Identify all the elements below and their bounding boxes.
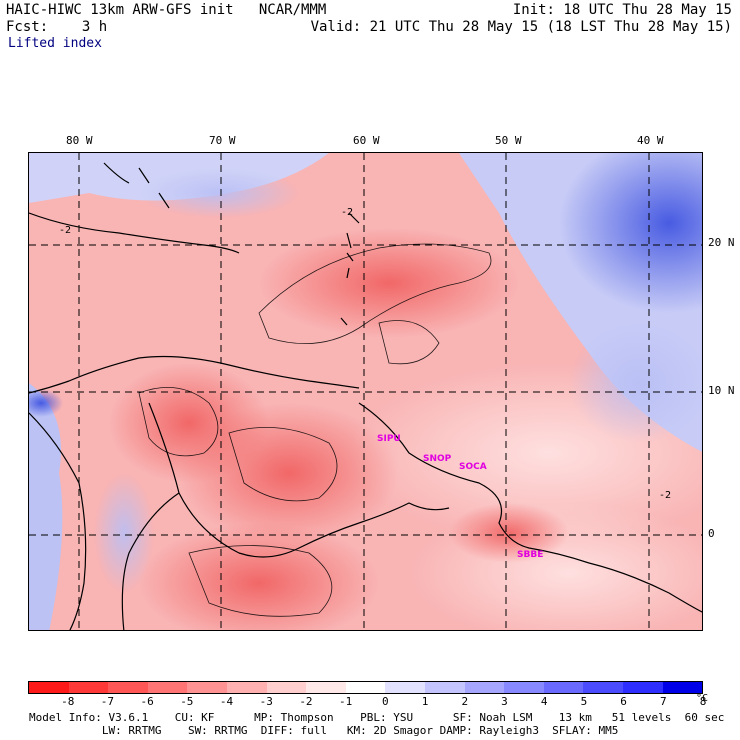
forecast-hour: Fcst: 3 h (6, 19, 108, 35)
colorbar-swatch (306, 682, 346, 693)
colorbar-tick-label: -4 (219, 695, 234, 708)
lat-label-10n: 10 N (708, 384, 735, 397)
field-stable-core (559, 153, 702, 313)
colorbar-tick-label: 2 (461, 695, 469, 708)
colorbar-tick-label: -6 (140, 695, 154, 708)
colorbar-swatch (464, 682, 505, 693)
colorbar-tick-label: 7 (659, 695, 667, 708)
colorbar-tick-label: -2 (299, 695, 313, 708)
map-canvas: -2 -2 -2 SIPU SNOP SOCA SBBE (29, 153, 702, 630)
colorbar-swatch (187, 682, 227, 693)
colorbar-tick-label: 5 (580, 695, 588, 708)
coast-greater-antilles (29, 212, 240, 254)
colorbar-tick-label: 8 (699, 695, 707, 708)
field-stable-nw-core (139, 168, 299, 218)
field-stable-lobe (569, 323, 702, 443)
contour-venezuela (228, 426, 338, 502)
colorbar-tick-label: -7 (100, 695, 115, 708)
colorbar-swatch (424, 682, 465, 693)
coast-north-south-america (29, 355, 360, 394)
colorbar-swatch (583, 682, 623, 693)
colorbar-tick-label: -3 (259, 695, 273, 708)
colorbar-tick-label: -5 (180, 695, 194, 708)
border-peru (121, 492, 180, 630)
coast-bahamas (103, 162, 170, 209)
lat-label-20n: 20 N (708, 236, 735, 249)
lifted-index-map: -2 -2 -2 SIPU SNOP SOCA SBBE (28, 152, 703, 631)
coast-pacific (29, 412, 87, 630)
model-info-line1: Model Info: V3.6.1 CU: KF MP: Thompson P… (29, 711, 725, 724)
lat-label-0: 0 (708, 527, 715, 540)
colorbar-tick-label: -1 (339, 695, 353, 708)
init-time: Init: 18 UTC Thu 28 May 15 (512, 2, 732, 18)
colorbar-swatch (29, 682, 69, 693)
lon-label-50w: 50 W (495, 134, 522, 147)
valid-time: Valid: 21 UTC Thu 28 May 15 (18 LST Thu … (310, 19, 732, 35)
colorbar-tick-label: 4 (540, 695, 548, 708)
model-info-line2: LW: RRTMG SW: RRTMG DIFF: full KM: 2D Sm… (29, 724, 619, 737)
colorbar-swatch (108, 682, 148, 693)
station-sipu: SIPU (377, 434, 401, 444)
field-andes-stable (94, 473, 154, 593)
colorbar-tick-label: 3 (501, 695, 508, 708)
colorbar-swatch (266, 682, 307, 693)
station-soca: SOCA (459, 462, 487, 472)
lon-label-40w: 40 W (637, 134, 664, 147)
colorbar-unit: °C (696, 693, 709, 704)
colorbar-tick-label: -8 (61, 695, 75, 708)
border-colombia-venezuela (148, 402, 360, 558)
contour-label: -2 (341, 207, 353, 218)
colorbar-swatch (68, 682, 109, 693)
coastlines (29, 162, 702, 630)
coast-guianas-brazil (358, 402, 702, 613)
field-unstable-atlantic (259, 228, 519, 338)
colorbar-swatch (345, 682, 386, 693)
colorbar-swatch (226, 682, 267, 693)
field-unstable-venezuela (179, 403, 399, 543)
contour-atlantic (258, 243, 492, 344)
colorbar-swatch (662, 682, 703, 693)
field-unstable-amapa (449, 503, 569, 563)
station-snop: SNOP (423, 454, 452, 464)
contour-small (378, 320, 440, 365)
colorbar-tick-label: 6 (620, 695, 627, 708)
field-name: Lifted index (8, 36, 102, 51)
graticule (29, 153, 702, 630)
colorbar-swatch (543, 682, 584, 693)
colorbar-swatch (147, 682, 188, 693)
contours (138, 243, 492, 617)
colorbar-swatch (385, 682, 425, 693)
coast-lesser-antilles (340, 212, 360, 326)
station-sbbe: SBBE (517, 550, 543, 560)
field-pacific (29, 383, 63, 630)
border-guianas (358, 502, 450, 524)
colorbar-swatch (504, 682, 544, 693)
model-title: HAIC-HIWC 13km ARW-GFS init NCAR/MMM (6, 2, 327, 18)
contour-label: -2 (659, 490, 671, 501)
colorbar-tick-label: 0 (382, 695, 389, 708)
field-pacific-core (29, 389, 63, 417)
contour-label: -2 (59, 225, 71, 236)
lon-label-60w: 60 W (353, 134, 380, 147)
colorbar (28, 681, 703, 694)
contour-colombia (138, 387, 219, 457)
colorbar-swatch (622, 682, 663, 693)
lon-label-80w: 80 W (66, 134, 93, 147)
contour-amazon (188, 545, 333, 617)
field-unstable-amazon (139, 523, 379, 630)
lon-label-70w: 70 W (209, 134, 236, 147)
colorbar-tick-label: 1 (421, 695, 429, 708)
